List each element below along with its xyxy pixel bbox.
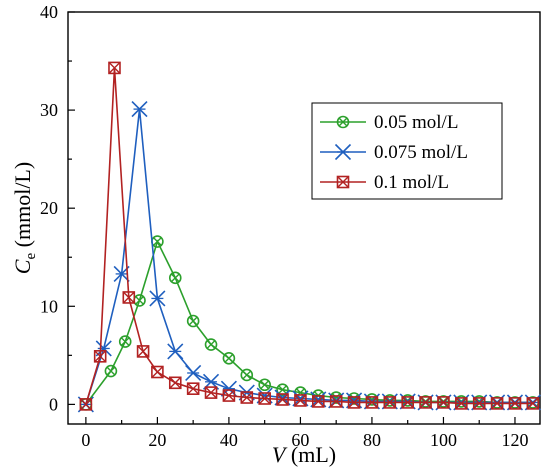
y-tick-label: 40 [40, 2, 58, 22]
axes [67, 11, 541, 425]
data-point [383, 396, 397, 409]
legend-label: 0.075 mol/L [374, 142, 468, 163]
y-axis-unit: (mmol/L) [10, 162, 35, 253]
data-point [131, 101, 148, 118]
legend-marker [336, 115, 350, 129]
legend-entry: 0.075 mol/L [320, 142, 468, 163]
data-point [204, 338, 218, 351]
legend-marker [334, 143, 352, 161]
data-point [151, 365, 164, 379]
legend-marker [336, 175, 350, 189]
data-point [149, 290, 166, 307]
data-point [186, 382, 200, 395]
data-point [93, 350, 107, 363]
tick-marks: 0 20 40 60 80 100 120 0 10 20 30 40 [40, 2, 528, 450]
data-point [312, 395, 325, 408]
y-axis-title: Ce (mmol/L) [10, 162, 39, 274]
plot-area [77, 61, 541, 413]
data-point [108, 61, 121, 75]
data-point [294, 394, 307, 407]
data-point [95, 340, 112, 357]
x-tick-label: 120 [501, 430, 528, 450]
x-axis-var: V [272, 442, 288, 467]
data-point [490, 397, 504, 410]
x-tick-label: 20 [148, 430, 166, 450]
data-point [168, 271, 182, 285]
legend-label: 0.1 mol/L [374, 172, 449, 193]
data-point [508, 397, 522, 410]
data-point [258, 392, 271, 405]
data-point [240, 391, 254, 404]
data-point [526, 397, 540, 410]
x-tick-label: 100 [430, 430, 457, 450]
y-tick-label: 10 [40, 296, 58, 316]
data-point [329, 395, 343, 408]
y-axis-subscript: e [23, 253, 39, 260]
data-point [185, 364, 202, 382]
data-point [133, 294, 146, 307]
legend-label: 0.05 mol/L [374, 112, 458, 133]
data-point [276, 393, 289, 406]
data-point [365, 396, 379, 409]
data-point [222, 351, 236, 365]
y-tick-label: 20 [40, 198, 58, 218]
x-axis-title: V (mL) [272, 442, 336, 467]
x-tick-label: 60 [291, 430, 309, 450]
plot-frame [67, 11, 541, 425]
legend-entry: 0.1 mol/L [320, 172, 449, 193]
y-tick-label: 30 [40, 100, 58, 120]
data-point [151, 235, 164, 248]
data-point [79, 398, 93, 411]
legend: 0.05 mol/L 0.075 mol/L 0.1 mol/L [311, 102, 503, 200]
data-point [276, 383, 289, 396]
series-line [85, 239, 533, 405]
data-point [240, 368, 254, 382]
series-3 [79, 61, 540, 411]
data-point [104, 364, 118, 378]
data-point [136, 345, 150, 358]
axis-titles: V (mL) Ce (mmol/L) [10, 162, 336, 467]
x-axis-unit: (mL) [285, 442, 336, 467]
series-1 [79, 235, 540, 411]
data-point [167, 343, 184, 360]
data-point [168, 376, 182, 390]
data-point [347, 396, 361, 409]
y-axis-var: C [10, 259, 35, 274]
data-point [222, 389, 236, 402]
data-point [186, 314, 200, 328]
x-tick-label: 40 [220, 430, 238, 450]
x-tick-label: 80 [363, 430, 381, 450]
data-point [401, 396, 414, 409]
data-point [258, 378, 271, 392]
data-point [419, 396, 432, 409]
data-point [437, 396, 450, 409]
legend-entry: 0.05 mol/L [320, 112, 458, 133]
data-point [204, 386, 218, 399]
data-point [118, 335, 132, 348]
data-point [455, 397, 468, 410]
y-tick-label: 0 [49, 394, 58, 414]
data-point [122, 291, 136, 304]
data-point [472, 397, 486, 410]
x-tick-label: 0 [81, 430, 90, 450]
